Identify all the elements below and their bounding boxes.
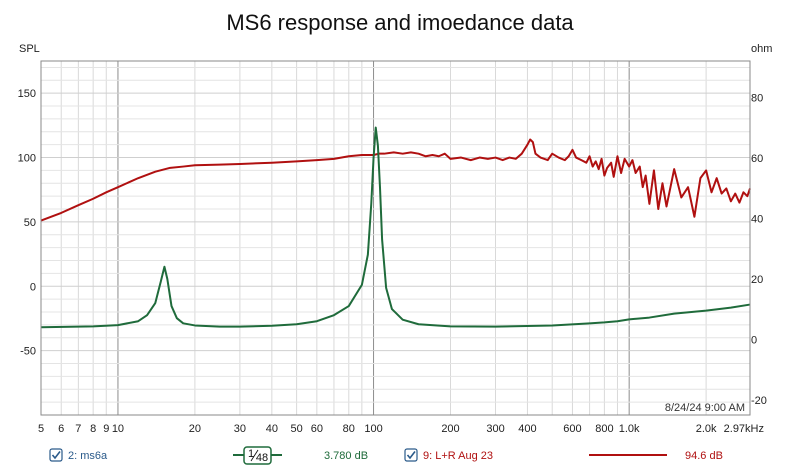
x-tick-label: 400 xyxy=(518,423,536,435)
x-tick-label: 30 xyxy=(234,423,246,435)
smoothing-denominator: 48 xyxy=(256,452,268,464)
chart-title: MS6 response and imoedance data xyxy=(226,10,574,35)
legend-line-lr-aug23[interactable]: 94.6 dB xyxy=(589,450,723,462)
legend-value: 94.6 dB xyxy=(685,450,723,462)
x-tick-label: 1.0k xyxy=(619,423,640,435)
y-right-tick-label: -20 xyxy=(751,395,767,407)
timestamp: 8/24/24 9:00 AM xyxy=(665,402,745,414)
series-line-2-ms6a xyxy=(40,126,751,329)
series-group xyxy=(40,126,751,329)
series-line-9-l-r-aug-23 xyxy=(40,138,751,222)
legend-label: 9: L+R Aug 23 xyxy=(423,450,493,462)
y-right-tick-label: 80 xyxy=(751,92,763,104)
x-tick-label: 6 xyxy=(58,423,64,435)
y-right-tick-label: 20 xyxy=(751,274,763,286)
axis-ticks: 5 6 7 8 9 10 20 30 40 50 60 80 100 200 300 400 600 800 1.0… xyxy=(18,88,767,435)
x-tick-label: 40 xyxy=(266,423,278,435)
y-left-tick-label: 50 xyxy=(24,217,36,229)
x-tick-label: 5 xyxy=(38,423,44,435)
right-axis-label: ohm xyxy=(751,43,772,55)
x-tick-label: 7 xyxy=(75,423,81,435)
y-left-tick-label: -50 xyxy=(20,346,36,358)
left-axis-label: SPL xyxy=(19,43,40,55)
x-tick-label: 10 xyxy=(112,423,124,435)
y-left-tick-label: 0 xyxy=(30,281,36,293)
x-tick-label: 2.97kHz xyxy=(724,423,764,435)
x-tick-label: 600 xyxy=(563,423,581,435)
checkmark-icon xyxy=(51,451,61,460)
x-tick-label: 800 xyxy=(595,423,613,435)
checkmark-icon xyxy=(406,451,416,460)
plot-area xyxy=(41,61,750,415)
fraction-slash xyxy=(250,449,259,462)
y-right-tick-label: 40 xyxy=(751,213,763,225)
x-tick-label: 300 xyxy=(486,423,504,435)
y-left-tick-label: 100 xyxy=(18,153,36,165)
checkbox-icon[interactable] xyxy=(404,448,418,462)
x-tick-label: 50 xyxy=(290,423,302,435)
legend-item-ms6a[interactable]: 2: ms6a xyxy=(49,448,108,462)
smoothing-badge[interactable] xyxy=(243,446,272,465)
legend: 2: ms6a 1 48 3.780 dB 9: L+R Aug 23 94.6… xyxy=(49,446,723,465)
smoothing-numerator: 1 xyxy=(248,448,254,460)
y-right-tick-label: 0 xyxy=(751,334,757,346)
y-left-tick-label: 150 xyxy=(18,88,36,100)
y-right-tick-label: 60 xyxy=(751,153,763,165)
plot-frame xyxy=(40,60,751,416)
x-tick-label: 9 xyxy=(103,423,109,435)
legend-line-ms6a[interactable]: 1 48 3.780 dB xyxy=(233,446,368,465)
grid xyxy=(40,61,750,415)
x-tick-label: 20 xyxy=(189,423,201,435)
legend-label: 2: ms6a xyxy=(68,450,108,462)
x-tick-label: 200 xyxy=(441,423,459,435)
legend-value: 3.780 dB xyxy=(324,450,368,462)
x-tick-label: 2.0k xyxy=(696,423,717,435)
x-tick-label: 100 xyxy=(364,423,382,435)
checkbox-icon[interactable] xyxy=(49,448,63,462)
x-tick-label: 60 xyxy=(311,423,323,435)
legend-item-lr-aug23[interactable]: 9: L+R Aug 23 xyxy=(404,448,493,462)
x-tick-label: 80 xyxy=(343,423,355,435)
x-tick-label: 8 xyxy=(90,423,96,435)
